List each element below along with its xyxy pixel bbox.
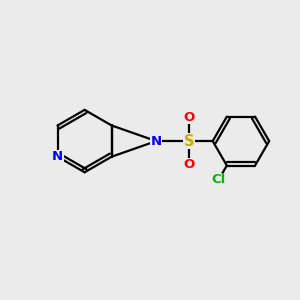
Text: S: S bbox=[184, 134, 194, 148]
Text: N: N bbox=[151, 135, 162, 148]
Text: N: N bbox=[52, 150, 63, 163]
Text: O: O bbox=[183, 111, 194, 124]
Text: O: O bbox=[183, 158, 194, 171]
Text: Cl: Cl bbox=[212, 173, 226, 186]
